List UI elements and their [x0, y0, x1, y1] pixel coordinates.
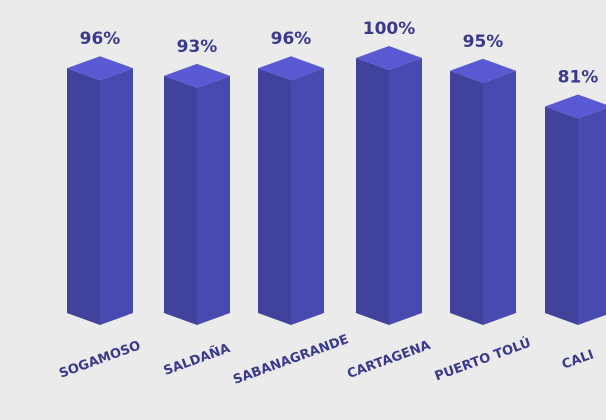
bar-right-face: [197, 75, 230, 325]
bar-top-face: [258, 56, 324, 81]
value-label: 96%: [271, 29, 312, 49]
category-label: PUERTO TOLÚ: [433, 335, 534, 385]
bar-left-face: [258, 68, 291, 325]
bar-left-face: [67, 68, 100, 325]
bar: [450, 58, 516, 325]
bar-top-face: [67, 56, 133, 81]
value-label: 96%: [80, 29, 121, 49]
bar-top-face: [545, 94, 606, 119]
bar: [164, 63, 230, 325]
category-label: SABANAGRANDE: [231, 332, 350, 388]
bar: [67, 56, 133, 325]
bar-right-face: [100, 68, 133, 325]
bar: [258, 56, 324, 325]
bar-right-face: [578, 108, 606, 325]
bar-left-face: [545, 106, 578, 325]
value-label: 93%: [177, 37, 218, 57]
bar-top-face: [356, 46, 422, 70]
bar-top-face: [164, 63, 230, 88]
category-label: SOGAMOSO: [57, 338, 143, 381]
bar-right-face: [389, 58, 422, 325]
category-label: SALDAÑA: [161, 340, 232, 379]
value-label: 81%: [558, 67, 599, 87]
bar-right-face: [483, 70, 516, 325]
bar-top-face: [450, 58, 516, 83]
bar-left-face: [356, 58, 389, 325]
category-label: CALI: [560, 347, 596, 372]
bar-left-face: [164, 75, 197, 325]
bar-right-face: [291, 68, 324, 325]
bar-left-face: [450, 70, 483, 325]
value-label: 95%: [463, 32, 504, 52]
bar: [545, 94, 606, 325]
value-label: 100%: [363, 19, 416, 39]
category-label: CARTAGENA: [345, 338, 432, 382]
bar: [356, 46, 422, 325]
